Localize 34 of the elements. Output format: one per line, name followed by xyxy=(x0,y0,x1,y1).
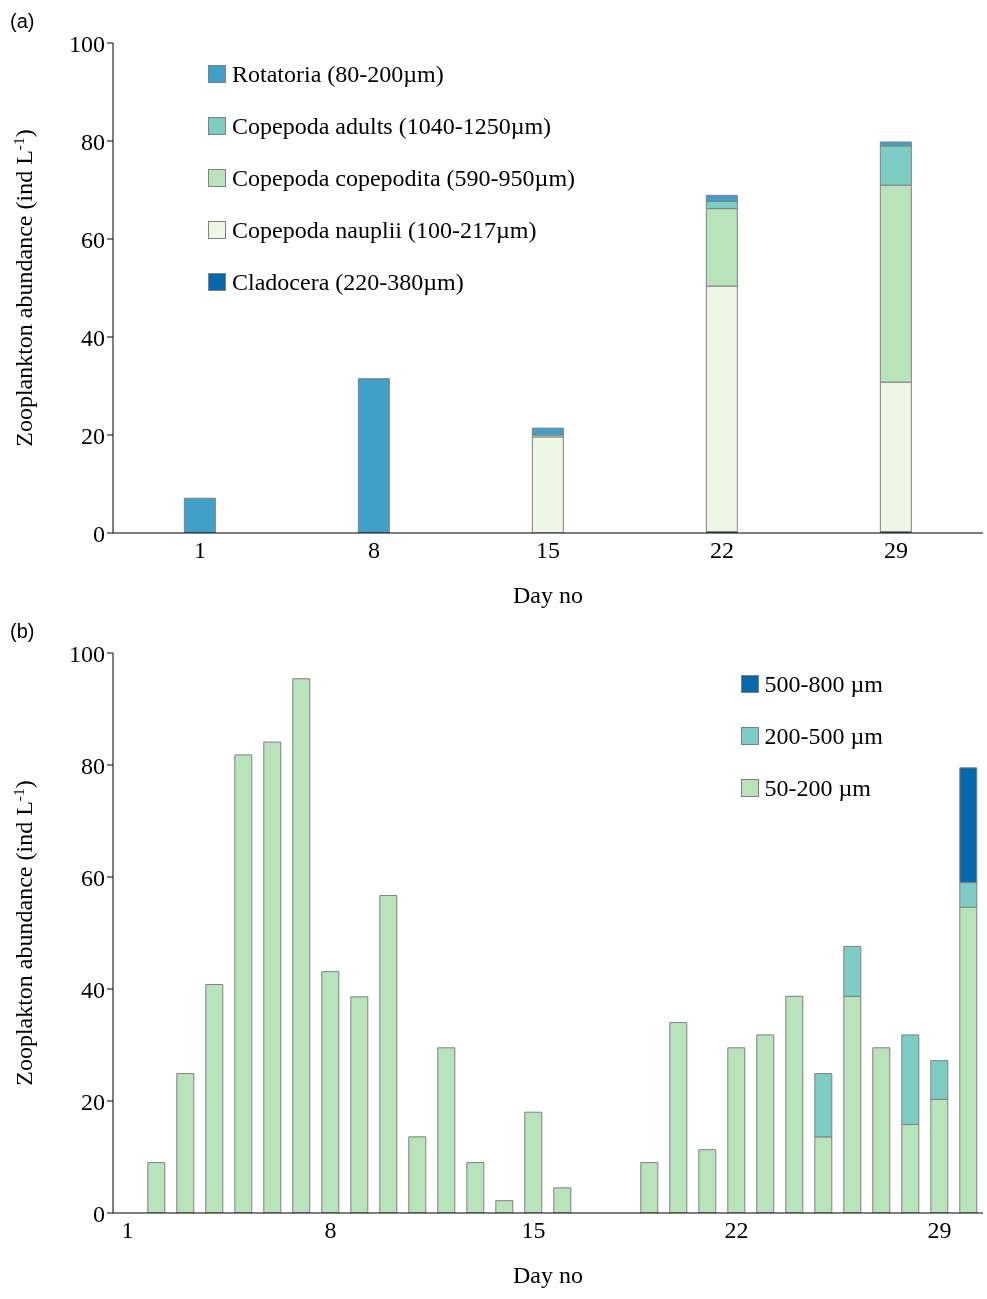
y-tick-label: 60 xyxy=(81,226,105,253)
x-axis-title: Day no xyxy=(513,1262,583,1288)
y-tick-label: 100 xyxy=(69,640,105,667)
y-tick-label: 0 xyxy=(93,520,105,547)
legend-label: Copepoda nauplii (100-217µm) xyxy=(232,216,537,244)
y-tick-label: 80 xyxy=(81,752,105,779)
y-tick-label: 20 xyxy=(81,422,105,449)
y-tick-label: 60 xyxy=(81,864,105,891)
x-tick-label: 22 xyxy=(710,537,734,564)
y-tick-label: 0 xyxy=(93,1200,105,1227)
legend-label: Rotatoria (80-200µm) xyxy=(232,60,444,88)
x-tick-label: 1 xyxy=(121,1217,134,1244)
x-tick-label: 15 xyxy=(521,1217,546,1244)
y-tick-label: 20 xyxy=(81,1088,105,1115)
legend-label: 200-500 µm xyxy=(764,722,883,750)
x-axis-title: Day no xyxy=(513,582,583,608)
legend-label: Copepoda adults (1040-1250µm) xyxy=(232,112,552,140)
x-tick-label: 22 xyxy=(724,1217,749,1244)
legend-label: 50-200 µm xyxy=(764,774,871,802)
x-tick-label: 1 xyxy=(194,537,206,564)
y-tick-label: 40 xyxy=(81,976,105,1003)
x-tick-label: 8 xyxy=(368,537,380,564)
legend-label: Copepoda copepodita (590-950µm) xyxy=(232,164,576,192)
legend-label: Cladocera (220-380µm) xyxy=(232,268,464,296)
y-tick-label: 100 xyxy=(69,30,105,57)
y-tick-label: 80 xyxy=(81,128,105,155)
chart-title: (a) xyxy=(10,10,35,33)
x-tick-label: 29 xyxy=(927,1217,952,1244)
y-tick-label: 40 xyxy=(81,324,105,351)
x-tick-label: 29 xyxy=(884,537,908,564)
x-tick-label: 15 xyxy=(536,537,560,564)
chart-title: (b) xyxy=(10,620,35,643)
x-tick-label: 8 xyxy=(324,1217,337,1244)
legend-label: 500-800 µm xyxy=(764,670,883,698)
